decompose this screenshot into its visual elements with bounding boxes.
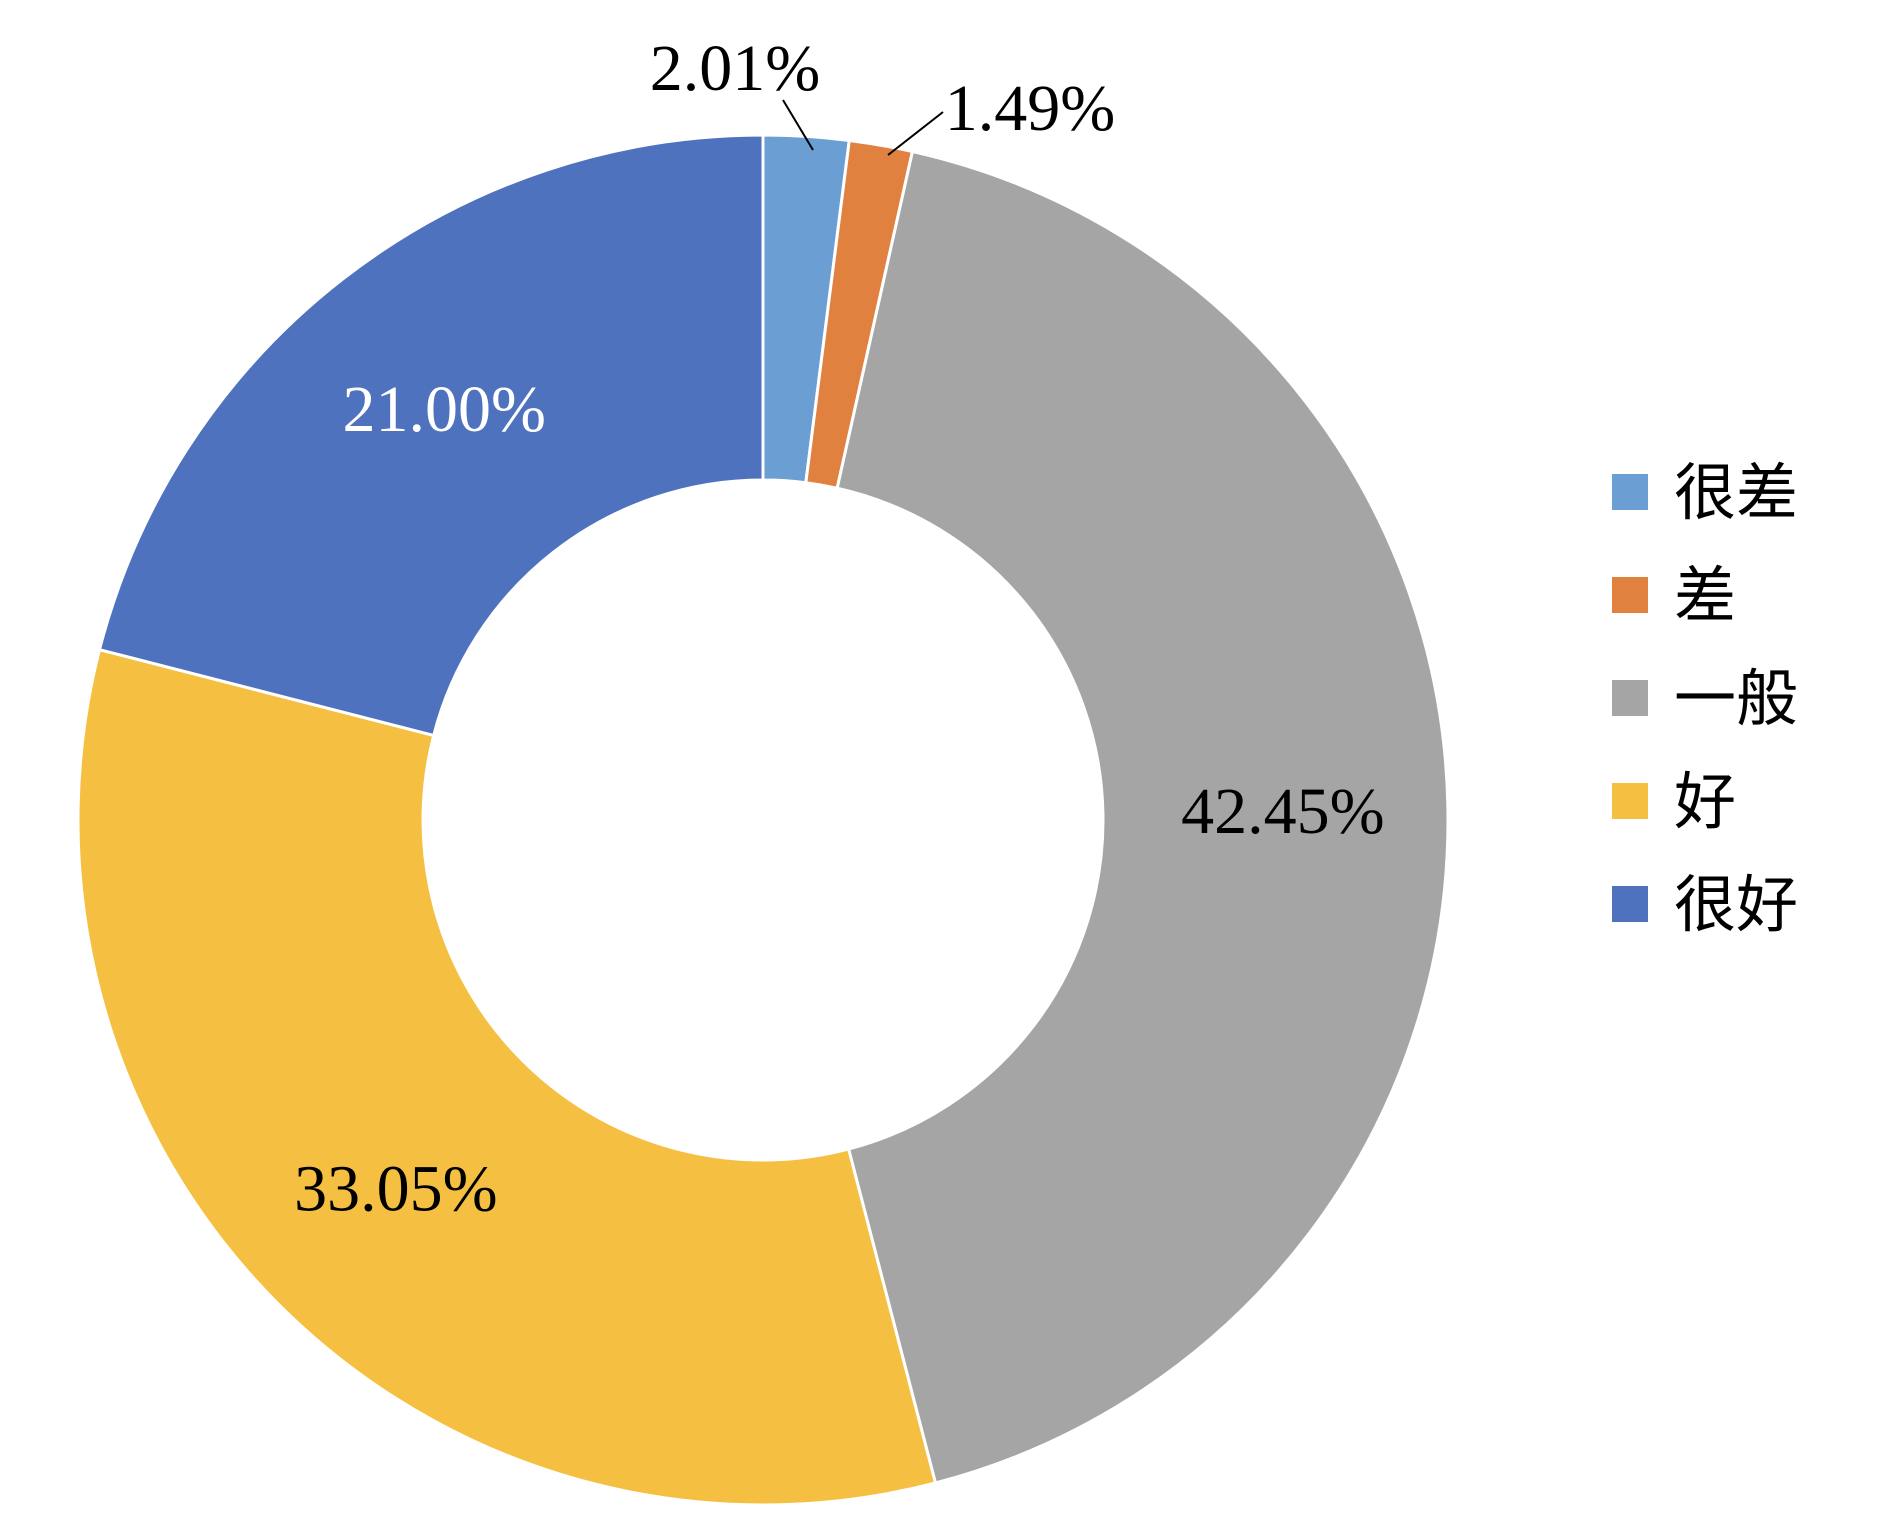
slice-5-label: 21.00% xyxy=(343,373,546,446)
data-labels: 2.01% 1.49% 42.45% 33.05% 21.00% xyxy=(294,32,1385,1225)
legend-swatch-2 xyxy=(1612,577,1648,613)
legend-swatch-1 xyxy=(1612,474,1648,510)
slice-3-wedge xyxy=(835,149,1450,1485)
slice-5-wedge xyxy=(97,133,765,738)
legend-swatch-5 xyxy=(1612,886,1648,922)
legend-label-3: 一般 xyxy=(1674,662,1798,735)
slice-1-label: 2.01% xyxy=(650,32,820,105)
legend-label-4: 好 xyxy=(1674,765,1736,838)
legend-swatch-4 xyxy=(1612,783,1648,819)
legend-label-5: 很好 xyxy=(1674,868,1798,941)
slice-4-label: 33.05% xyxy=(294,1152,497,1225)
leader-lines xyxy=(782,99,944,156)
donut-slices xyxy=(76,133,1450,1507)
slice-3-label: 42.45% xyxy=(1181,775,1384,848)
slice-2-label: 1.49% xyxy=(945,72,1115,145)
legend-label-2: 差 xyxy=(1674,559,1736,632)
legend-label-1: 很差 xyxy=(1674,456,1798,529)
legend-swatch-3 xyxy=(1612,680,1648,716)
slice-4-wedge xyxy=(76,647,938,1507)
slice-2-leader-line xyxy=(887,111,944,156)
slice-1-leader-line xyxy=(782,99,814,151)
